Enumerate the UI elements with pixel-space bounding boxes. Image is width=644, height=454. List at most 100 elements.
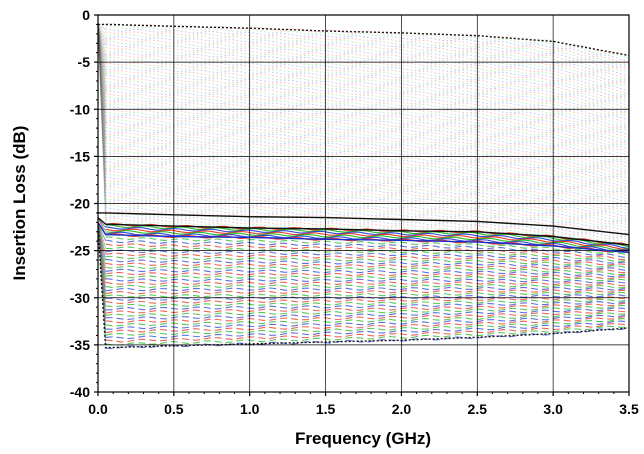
y-tick-label: -15: [70, 148, 90, 164]
trace-edge: [98, 24, 106, 51]
trace-line: [105, 28, 629, 63]
trace-line: [105, 147, 629, 174]
x-tick-label: 2.5: [468, 401, 488, 417]
trace-line: [105, 173, 629, 200]
trace-edge: [98, 24, 106, 191]
trace-line: [105, 186, 629, 212]
grid-lines: [98, 15, 629, 392]
trace-line: [105, 96, 629, 126]
y-axis-label: Insertion Loss (dB): [10, 126, 29, 281]
trace-line: [105, 137, 629, 165]
trace-line: [105, 150, 629, 176]
trace-line: [105, 181, 629, 206]
trace-edge: [98, 24, 106, 217]
trace-edge: [98, 24, 106, 165]
trace-line: [105, 114, 629, 142]
trace-line: [105, 315, 629, 334]
trace-edge: [98, 24, 106, 67]
trace-edge: [98, 24, 106, 61]
trace-line: [105, 197, 629, 221]
trace-line: [105, 168, 629, 194]
y-tick-label: -20: [70, 196, 90, 212]
trace-edge: [98, 24, 106, 144]
trace-line: [105, 51, 629, 83]
trace-line: [105, 318, 629, 336]
trace-line: [105, 228, 629, 250]
trace-line: [105, 215, 629, 238]
trace-edge: [98, 24, 106, 186]
trace-line: [105, 56, 629, 89]
trace-line: [105, 77, 629, 109]
y-tick-label: -40: [70, 384, 90, 400]
trace-line: [105, 226, 629, 250]
trace-line: [105, 119, 629, 147]
trace-line: [105, 199, 629, 223]
trace-line: [105, 103, 629, 132]
trace-line: [105, 217, 629, 241]
trace-line: [105, 166, 629, 191]
y-tick-label: -25: [70, 243, 90, 259]
trace-edge: [98, 24, 106, 150]
trace-bundle-0: [98, 22, 629, 247]
axes: 0 -5 -10 -15 -20 -25 -30 -35 -400.0 0.5 1.0 1.5 2.0 2…: [70, 7, 639, 417]
trace-edge: [98, 24, 106, 56]
trace-line: [105, 65, 629, 96]
trace-line: [105, 121, 629, 150]
x-tick-label: 3.0: [543, 401, 563, 417]
trace-edge: [98, 24, 106, 181]
trace-line: [105, 222, 629, 247]
trace-line: [105, 72, 629, 103]
x-tick-label: 1.5: [316, 401, 336, 417]
trace-line: [105, 129, 629, 157]
y-tick-label: -30: [70, 290, 90, 306]
trace-edge: [98, 24, 106, 77]
trace-edge: [98, 24, 106, 212]
trace-edge: [98, 24, 106, 87]
trace-line: [105, 41, 629, 74]
trace-edge: [98, 24, 106, 201]
trace-edge: [98, 24, 106, 129]
trace-line: [105, 204, 629, 230]
trace-line: [105, 90, 629, 121]
trace-edge: [98, 24, 106, 139]
x-tick-label: 3.5: [619, 401, 639, 417]
trace-edge: [98, 24, 106, 108]
trace-line: [105, 111, 629, 141]
trace-edge: [98, 24, 106, 155]
x-tick-label: 0.0: [88, 401, 108, 417]
trace-edge: [98, 24, 106, 82]
x-tick-label: 0.5: [164, 401, 184, 417]
series-lines: [98, 23, 629, 349]
trace-line: [105, 38, 629, 71]
x-tick-label: 1.0: [240, 401, 260, 417]
y-tick-label: 0: [82, 7, 90, 23]
trace-edge: [98, 24, 106, 36]
trace-edge: [98, 24, 106, 46]
trace-line: [105, 176, 629, 203]
trace-bundles: [98, 22, 629, 350]
trace-edge: [98, 24, 106, 118]
trace-line: [105, 157, 629, 186]
trace-edge: [98, 24, 106, 92]
trace-edge: [98, 24, 106, 170]
trace-line: [105, 49, 629, 81]
trace-line: [105, 33, 629, 66]
trace-line: [105, 25, 629, 60]
trace-line: [105, 116, 629, 144]
trace-line: [105, 230, 629, 251]
trace-line: [105, 152, 629, 179]
trace-edge: [98, 24, 106, 30]
trace-line: [105, 98, 629, 127]
trace-edge: [98, 24, 106, 134]
trace-line: [105, 59, 629, 92]
trace-line: [105, 134, 629, 161]
trace-line: [105, 62, 629, 94]
trace-line: [105, 69, 629, 100]
series-line-2: [98, 217, 629, 246]
series-line-3: [98, 222, 629, 254]
x-axis-label: Frequency (GHz): [295, 429, 431, 448]
trace-line: [105, 126, 629, 156]
y-tick-label: -35: [70, 337, 90, 353]
trace-line: [105, 83, 629, 112]
trace-edge: [98, 24, 106, 175]
